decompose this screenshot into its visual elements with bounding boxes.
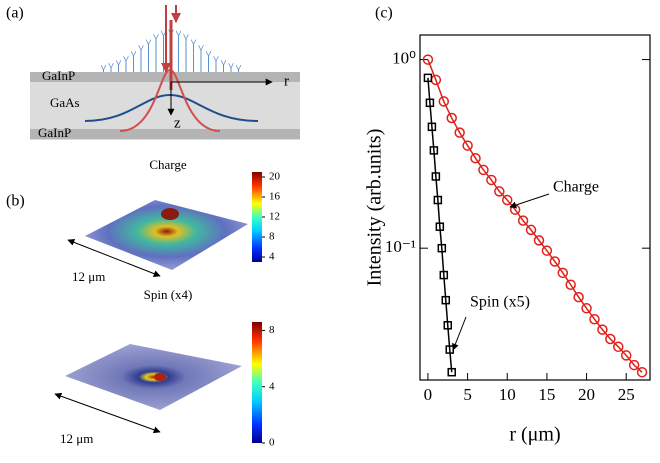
- data-point: [422, 54, 434, 65]
- data-point: [435, 222, 445, 231]
- colorbar-tick-label: 12: [269, 211, 280, 223]
- data-point: [486, 174, 497, 186]
- spin-surface: [65, 344, 242, 410]
- data-point: [443, 321, 453, 330]
- data-point: [494, 186, 505, 197]
- map-title: Spin (x4): [144, 287, 193, 302]
- x-tick-label: 15: [538, 385, 555, 404]
- data-point: [517, 215, 529, 226]
- annotation-arrow: [452, 316, 467, 351]
- data-point: [613, 341, 624, 353]
- series-line: [427, 59, 643, 373]
- annotation-arrow: [509, 193, 550, 209]
- scale-label: 12 μm: [60, 431, 93, 446]
- layer-label: GaInP: [42, 68, 75, 83]
- colorbar-tick-label: 16: [269, 191, 281, 203]
- colorbar: [252, 172, 262, 262]
- r-label: r: [284, 73, 289, 89]
- series-annotation: Spin (x5): [470, 294, 530, 311]
- x-tick-label: 10: [499, 385, 516, 404]
- scale-label: 12 μm: [72, 269, 105, 284]
- charge-surface: [85, 200, 248, 270]
- y-axis-label: Intensity (arb.units): [364, 129, 386, 287]
- data-point: [437, 243, 447, 253]
- data-point: [533, 235, 545, 246]
- data-point: [441, 295, 451, 305]
- y-tick-label: 10⁰: [392, 48, 416, 67]
- data-point: [454, 127, 465, 138]
- colorbar-tick-label: 8: [269, 231, 275, 243]
- x-tick-label: 5: [463, 385, 472, 404]
- colorbar-tick-label: 4: [269, 380, 275, 392]
- data-point: [462, 140, 473, 151]
- layer-gainp-bottom: [30, 129, 300, 139]
- layer-label: GaInP: [38, 125, 71, 140]
- data-point: [549, 256, 561, 267]
- data-point: [501, 194, 513, 206]
- data-point: [636, 366, 648, 378]
- data-point: [439, 270, 449, 280]
- data-point: [446, 112, 457, 124]
- plot-frame: [419, 34, 651, 381]
- data-point: [470, 152, 481, 164]
- charge-peak: [161, 208, 179, 220]
- charge-profile: [84, 93, 259, 122]
- data-point: [433, 195, 443, 205]
- data-point: [605, 333, 616, 345]
- data-point: [597, 324, 608, 335]
- data-point: [429, 146, 439, 155]
- data-point: [620, 350, 632, 361]
- panel-label: (b): [6, 193, 25, 210]
- data-point: [478, 164, 489, 176]
- data-point: [628, 359, 640, 371]
- map-title: Charge: [149, 157, 187, 172]
- data-point: [589, 313, 600, 325]
- data-point: [431, 172, 441, 181]
- colorbar-tick-label: 8: [269, 324, 275, 336]
- panel-label: (c): [375, 5, 393, 22]
- data-point: [438, 96, 450, 107]
- data-point: [425, 98, 435, 108]
- data-point: [427, 122, 437, 132]
- colorbar-tick-label: 0: [269, 437, 275, 449]
- panel-label: (a): [6, 5, 24, 22]
- x-tick-label: 0: [424, 385, 433, 404]
- colorbar-tick-label: 4: [269, 251, 275, 263]
- x-tick-label: 20: [578, 385, 595, 404]
- data-point: [423, 73, 433, 83]
- data-point: [525, 224, 537, 236]
- colorbar-tick-label: 20: [269, 171, 281, 183]
- y-tick-label: 10⁻¹: [385, 237, 416, 256]
- data-point: [565, 279, 576, 290]
- data-point: [581, 303, 592, 314]
- x-axis-label: r (μm): [509, 424, 560, 446]
- spin-peak: [154, 373, 166, 381]
- series-annotation: Charge: [553, 179, 599, 196]
- data-point: [557, 267, 569, 279]
- layer-gaas: [30, 72, 300, 140]
- data-point: [573, 291, 584, 303]
- scale-arrow: [67, 239, 161, 277]
- data-point: [447, 367, 456, 377]
- layer-label: GaAs: [50, 95, 80, 110]
- z-label: z: [174, 115, 181, 131]
- data-point: [541, 245, 553, 256]
- series-line: [427, 77, 453, 373]
- x-tick-label: 25: [618, 385, 635, 404]
- colorbar: [252, 322, 262, 443]
- scale-arrow: [54, 392, 161, 434]
